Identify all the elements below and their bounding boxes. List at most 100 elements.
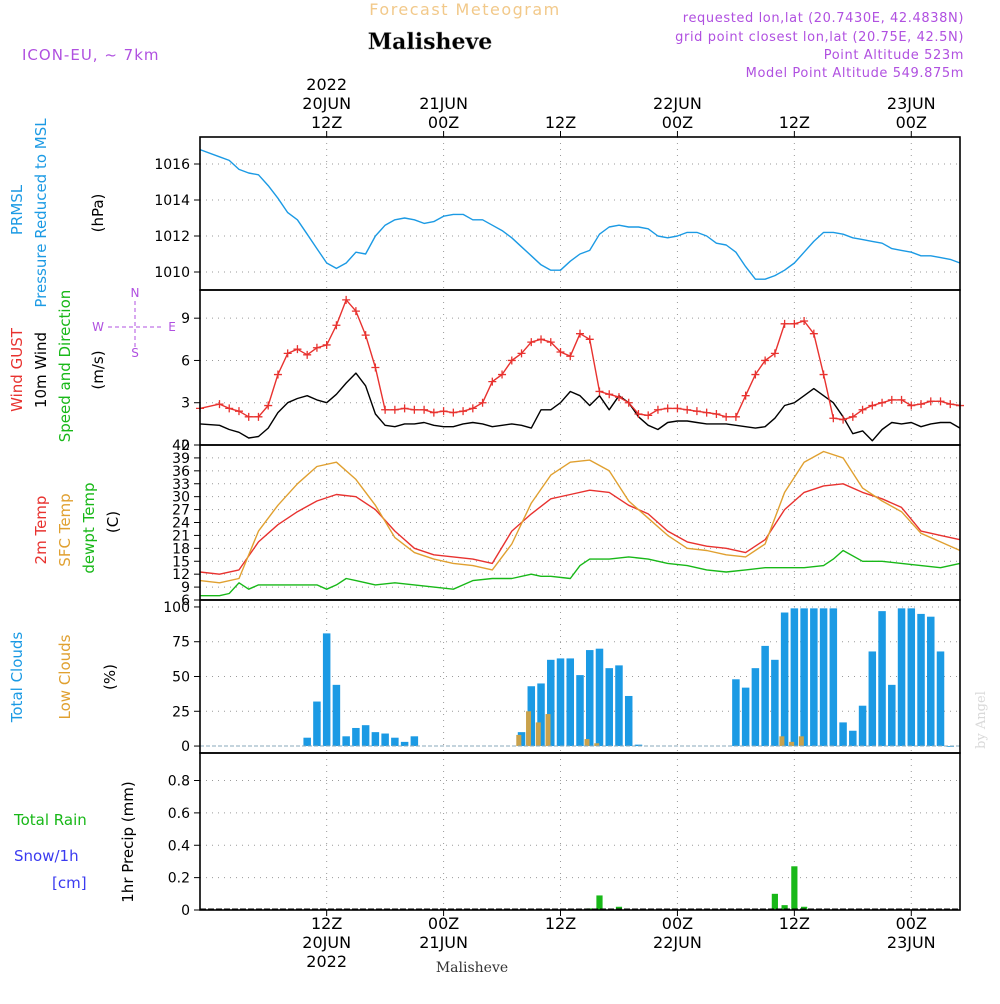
total-clouds-bar xyxy=(634,744,643,747)
wind-gust-marker xyxy=(576,329,584,338)
total-clouds-bar xyxy=(936,651,945,747)
y-tick-label: 6 xyxy=(181,353,190,369)
y-tick-label: 12 xyxy=(172,567,190,583)
y-tick-label: 75 xyxy=(172,635,190,651)
wind-gust-marker xyxy=(488,377,497,386)
temp-unit-label: (C) xyxy=(104,511,122,533)
wind-gust-marker xyxy=(878,398,887,407)
total-clouds-bar xyxy=(410,736,419,747)
time-label-bottom: 00Z xyxy=(896,914,927,933)
low-clouds-bar xyxy=(516,734,522,747)
wind-gust-marker xyxy=(390,405,399,414)
wind-gust-marker xyxy=(780,319,789,328)
total-clouds-bar xyxy=(517,732,526,747)
wind-gust-marker xyxy=(770,349,779,358)
wind-gust-marker xyxy=(653,405,662,414)
total-clouds-bar xyxy=(566,658,575,747)
total-clouds-bar xyxy=(322,633,331,747)
pressure-label-prmsl: PRMSL xyxy=(8,184,26,235)
time-label-bottom: 12Z xyxy=(311,914,342,933)
wind-gust-marker xyxy=(614,393,623,402)
wind-gust-marker xyxy=(702,408,711,417)
wind-gust-marker xyxy=(848,412,857,421)
wind-gust-marker xyxy=(936,397,945,406)
low-clouds-bar xyxy=(545,714,551,747)
sfc-temp-line xyxy=(199,450,961,584)
wind-gust-marker xyxy=(400,404,409,413)
low-clouds-bar xyxy=(535,722,541,747)
wind-gust-marker xyxy=(800,317,809,325)
total-clouds-bar xyxy=(381,733,389,747)
wind-gust-marker xyxy=(303,350,312,359)
total-clouds-bar xyxy=(829,608,838,747)
wind-gust-marker xyxy=(917,400,926,409)
y-tick-label: 50 xyxy=(172,670,190,686)
y-tick-label: 1010 xyxy=(154,265,190,281)
total-clouds-bar xyxy=(868,651,877,747)
time-label-top: 12Z xyxy=(545,113,576,132)
time-label-bottom: 23JUN xyxy=(887,933,936,952)
time-label-top: 23JUN xyxy=(887,94,936,113)
wind-gust-marker xyxy=(254,412,263,421)
total-clouds-bar xyxy=(361,725,370,747)
y-tick-label: 0 xyxy=(181,903,190,919)
total-clouds-bar xyxy=(585,650,594,747)
2m-temp-line xyxy=(199,483,961,575)
precip-axis-label: 1hr Precip (mm) xyxy=(119,781,137,902)
total-clouds-bar xyxy=(888,684,896,747)
wind-gust-marker xyxy=(946,400,955,409)
wind-gust-marker xyxy=(829,414,838,423)
y-tick-label: 0.4 xyxy=(168,838,190,854)
total-clouds-bar xyxy=(400,741,409,747)
total-clouds-bar xyxy=(595,648,604,747)
total-rain-bar xyxy=(781,905,788,910)
wind-speed-direction-label: Speed and Direction xyxy=(56,290,74,443)
wind-gust-marker xyxy=(585,335,594,344)
wind-gust-marker xyxy=(605,390,614,399)
wind-gust-marker xyxy=(819,370,828,379)
wind-gust-marker xyxy=(283,349,292,358)
low-clouds-bar xyxy=(584,739,590,747)
low-clouds-bar xyxy=(789,741,795,747)
temp-2m-label: 2m Temp xyxy=(32,496,50,565)
wind-gust-marker xyxy=(926,397,935,406)
panel-frame-precip xyxy=(199,752,961,911)
wind-gust-marker xyxy=(858,405,867,414)
wind-gust-marker xyxy=(293,345,302,354)
y-tick-label: 27 xyxy=(172,503,190,519)
wind-gust-marker xyxy=(712,410,721,418)
total-clouds-bar xyxy=(371,732,380,747)
time-label-bottom: 12Z xyxy=(545,914,576,933)
low-clouds-bar xyxy=(779,736,785,747)
total-clouds-bar xyxy=(780,612,789,747)
total-clouds-bar xyxy=(927,616,935,747)
time-label-top: 00Z xyxy=(896,113,927,132)
total-rain-bar xyxy=(596,895,603,910)
time-label-bottom: 00Z xyxy=(662,914,693,933)
time-label-bottom: 22JUN xyxy=(653,933,702,952)
total-clouds-bar xyxy=(751,668,760,747)
total-clouds-bar xyxy=(605,668,613,747)
y-tick-label: 30 xyxy=(172,490,190,506)
total-clouds-bar xyxy=(556,658,565,747)
wind-gust-marker xyxy=(809,329,818,338)
wind-gust-marker xyxy=(673,404,682,413)
total-clouds-bar xyxy=(761,645,769,747)
chart-title: Malisheve xyxy=(368,29,492,55)
grid-layer xyxy=(200,137,960,911)
y-tick-label: 25 xyxy=(172,704,190,720)
wind-gust-marker xyxy=(683,405,692,414)
total-clouds-bar xyxy=(527,686,536,747)
wind-gust-marker xyxy=(624,398,633,407)
wind-gust-marker xyxy=(741,391,750,400)
time-label-top: 12Z xyxy=(779,113,810,132)
y-tick-label: 42 xyxy=(172,438,190,454)
wind-gust-marker xyxy=(381,405,390,414)
clouds-low-label: Low Clouds xyxy=(56,634,74,719)
y-tick-label: 24 xyxy=(172,516,190,532)
wind-gust-marker xyxy=(312,343,321,352)
total-clouds-bar xyxy=(917,613,925,747)
wind-10m-label: 10m Wind xyxy=(32,332,50,408)
wind-gust-marker xyxy=(449,408,458,417)
